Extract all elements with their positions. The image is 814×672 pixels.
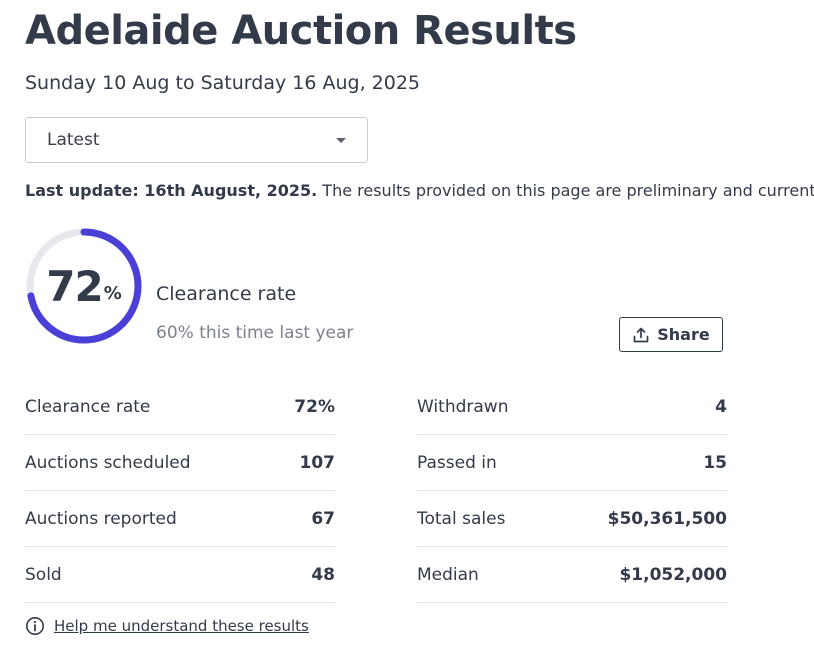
clearance-ring-value: 72%	[24, 226, 144, 346]
clearance-percent-unit: %	[103, 282, 122, 304]
stat-label: Clearance rate	[25, 396, 151, 417]
clearance-rate-label: Clearance rate	[156, 283, 297, 305]
page-title: Adelaide Auction Results	[25, 8, 577, 54]
stat-row: Clearance rate 72%	[25, 379, 335, 435]
stat-value: $50,361,500	[607, 508, 727, 529]
stat-value: 67	[311, 508, 335, 529]
stat-label: Median	[417, 564, 479, 585]
stats-table-left: Clearance rate 72% Auctions scheduled 10…	[25, 379, 335, 603]
period-select[interactable]: Latest	[25, 117, 368, 163]
last-update-date: Last update: 16th August, 2025.	[25, 181, 318, 200]
share-button[interactable]: Share	[619, 317, 723, 352]
stat-label: Auctions scheduled	[25, 452, 191, 473]
chevron-down-icon	[336, 138, 346, 143]
date-range: Sunday 10 Aug to Saturday 16 Aug, 2025	[25, 72, 421, 94]
stat-label: Sold	[25, 564, 62, 585]
stat-value: 72%	[294, 396, 335, 417]
stat-row: Auctions reported 67	[25, 491, 335, 547]
update-notice-text: The results provided on this page are pr…	[317, 181, 814, 200]
clearance-rate-ring	[26, 228, 142, 344]
stat-row: Withdrawn 4	[417, 379, 727, 435]
stat-row: Passed in 15	[417, 435, 727, 491]
share-label: Share	[657, 325, 710, 344]
stat-value: 15	[703, 452, 727, 473]
help-link-row[interactable]: Help me understand these results	[25, 616, 309, 636]
upload-share-icon	[633, 327, 649, 342]
help-understand-link[interactable]: Help me understand these results	[54, 617, 309, 635]
clearance-ring-progress	[26, 228, 142, 344]
stat-row: Sold 48	[25, 547, 335, 603]
stat-row: Auctions scheduled 107	[25, 435, 335, 491]
update-notice: Last update: 16th August, 2025. The resu…	[25, 181, 814, 200]
clearance-percent: 72	[46, 261, 103, 311]
last-year-comparison: 60% this time last year	[156, 323, 354, 343]
stat-label: Withdrawn	[417, 396, 509, 417]
stat-value: $1,052,000	[619, 564, 727, 585]
stat-label: Total sales	[417, 508, 506, 529]
period-select-value: Latest	[47, 130, 100, 150]
stat-value: 4	[715, 396, 727, 417]
stats-table-right: Withdrawn 4 Passed in 15 Total sales $50…	[417, 379, 727, 603]
stat-value: 48	[311, 564, 335, 585]
stat-row: Median $1,052,000	[417, 547, 727, 603]
info-icon	[26, 617, 44, 635]
stat-value: 107	[299, 452, 336, 473]
stat-label: Passed in	[417, 452, 497, 473]
stat-row: Total sales $50,361,500	[417, 491, 727, 547]
stat-label: Auctions reported	[25, 508, 177, 529]
